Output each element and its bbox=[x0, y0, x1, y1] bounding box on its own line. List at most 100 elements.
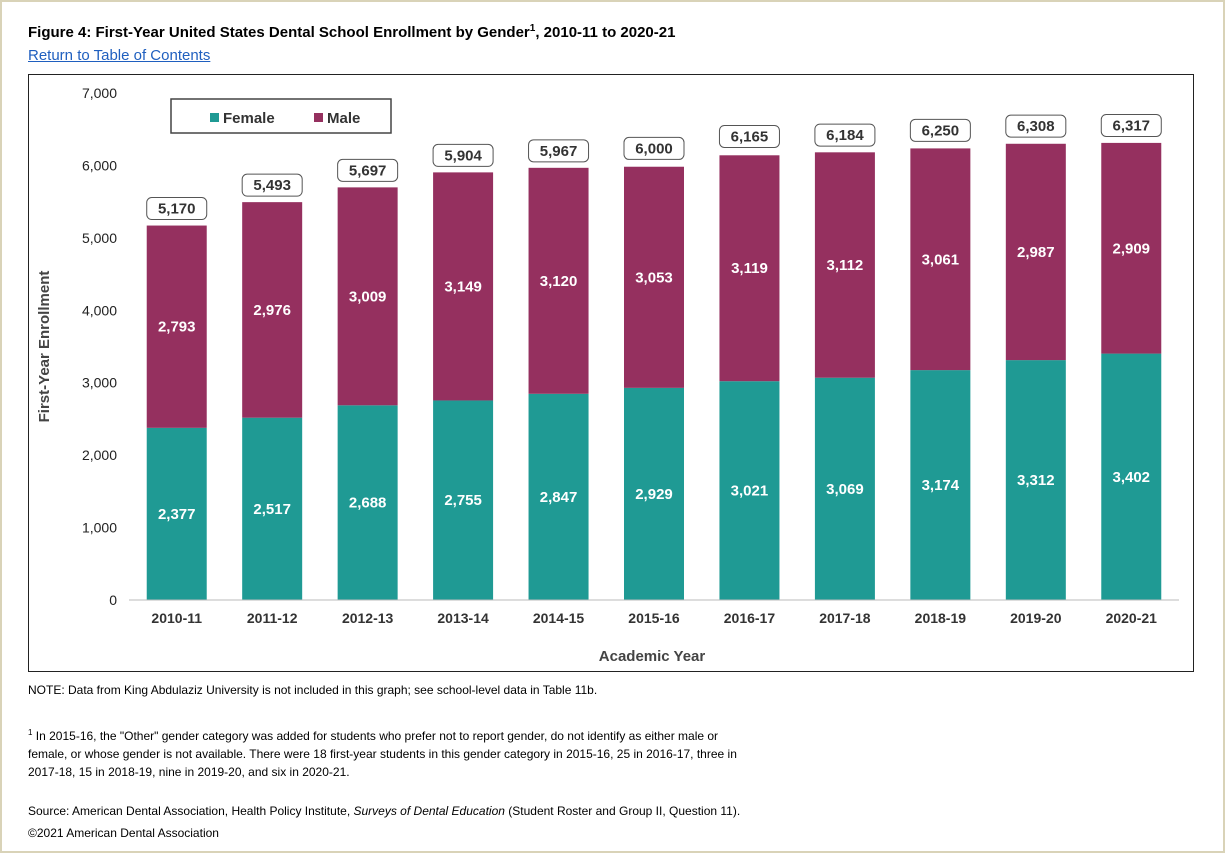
y-tick-label: 2,000 bbox=[82, 447, 117, 463]
total-label-box bbox=[909, 118, 971, 142]
y-tick-label: 7,000 bbox=[82, 85, 117, 101]
data-label-male: 2,909 bbox=[1112, 240, 1150, 257]
bar-male bbox=[337, 187, 398, 406]
data-label-female: 2,755 bbox=[444, 492, 482, 509]
y-tick-label: 3,000 bbox=[82, 375, 117, 391]
chart-frame: 0 1,000 2,000 3,000 4,000 5,000 6,000 7,000 Firs… bbox=[28, 74, 1194, 672]
y-tick-label: 5,000 bbox=[82, 230, 117, 246]
return-to-toc-link[interactable]: Return to Table of Contents bbox=[28, 47, 211, 64]
figure-title-main: Figure 4: First-Year United States Denta… bbox=[28, 24, 530, 41]
bar-male bbox=[146, 225, 207, 428]
total-label-box bbox=[1005, 114, 1067, 138]
total-label: 6,000 bbox=[635, 140, 673, 157]
total-label-box bbox=[146, 197, 208, 221]
data-label-male: 2,793 bbox=[158, 319, 196, 336]
footnote-mark: 1 bbox=[28, 728, 33, 737]
source-suffix: (Student Roster and Group II, Question 1… bbox=[504, 804, 741, 818]
x-axis-label: Academic Year bbox=[599, 648, 706, 665]
total-label-box bbox=[432, 143, 494, 167]
data-label-male: 2,976 bbox=[253, 302, 291, 319]
figure-title-tail: , 2010-11 to 2020-21 bbox=[535, 24, 676, 41]
data-label-male: 3,053 bbox=[635, 269, 673, 286]
data-note: NOTE: Data from King Abdulaziz Universit… bbox=[28, 683, 598, 697]
y-tick-label: 0 bbox=[109, 592, 117, 608]
x-tick-label: 2020-21 bbox=[1106, 610, 1158, 626]
data-label-female: 3,021 bbox=[731, 483, 769, 500]
data-label-female: 3,312 bbox=[1017, 472, 1055, 489]
data-label-male: 3,120 bbox=[540, 273, 578, 290]
legend-label-female: Female bbox=[223, 110, 275, 127]
data-label-female: 3,174 bbox=[922, 477, 960, 494]
copyright: ©2021 American Dental Association bbox=[28, 826, 219, 840]
bar-male bbox=[242, 202, 303, 418]
data-label-male: 3,112 bbox=[827, 257, 864, 274]
bar-male bbox=[814, 152, 875, 378]
total-label-box bbox=[1100, 113, 1162, 137]
total-label: 6,317 bbox=[1112, 117, 1150, 134]
footnote-text: In 2015-16, the "Other" gender category … bbox=[28, 729, 737, 779]
total-label: 6,184 bbox=[826, 127, 864, 144]
total-label: 5,697 bbox=[349, 162, 387, 179]
x-tick-label: 2011-12 bbox=[247, 610, 298, 626]
footnote: 1 In 2015-16, the "Other" gender categor… bbox=[28, 724, 748, 781]
bar-male bbox=[433, 172, 494, 401]
y-axis-label: First-Year Enrollment bbox=[36, 271, 53, 423]
total-label: 6,308 bbox=[1017, 118, 1055, 135]
total-label-box bbox=[718, 124, 780, 148]
data-label-male: 2,987 bbox=[1017, 244, 1055, 261]
x-tick-label: 2010-11 bbox=[151, 610, 202, 626]
x-tick-label: 2014-15 bbox=[533, 610, 585, 626]
data-label-male: 3,061 bbox=[922, 251, 960, 268]
bar-male bbox=[528, 167, 589, 394]
bar-male bbox=[719, 155, 780, 382]
data-label-female: 3,402 bbox=[1112, 469, 1150, 486]
data-label-female: 2,929 bbox=[635, 486, 673, 503]
x-tick-label: 2017-18 bbox=[819, 610, 871, 626]
bar-female bbox=[1005, 360, 1066, 600]
bar-male bbox=[1101, 142, 1162, 354]
figure-title-footnote-mark: 1 bbox=[529, 23, 536, 34]
source-prefix: Source: American Dental Association, Hea… bbox=[28, 804, 354, 818]
y-tick-label: 1,000 bbox=[82, 520, 117, 536]
bar-female bbox=[910, 370, 971, 600]
x-tick-label: 2013-14 bbox=[437, 610, 489, 626]
data-label-male: 3,119 bbox=[731, 260, 768, 277]
data-label-female: 2,847 bbox=[540, 489, 578, 506]
total-label-box bbox=[337, 158, 399, 182]
data-label-male: 3,009 bbox=[349, 288, 387, 305]
bar-female bbox=[242, 417, 303, 600]
data-label-female: 3,069 bbox=[826, 481, 864, 498]
legend-label-male: Male bbox=[327, 110, 360, 127]
total-label-box bbox=[814, 123, 876, 147]
source-italic: Surveys of Dental Education bbox=[353, 804, 505, 818]
bar-female bbox=[528, 393, 589, 600]
x-tick-label: 2016-17 bbox=[724, 610, 776, 626]
bar-female bbox=[719, 381, 780, 600]
total-label: 5,170 bbox=[158, 201, 196, 218]
x-tick-label: 2019-20 bbox=[1010, 610, 1062, 626]
bar-female bbox=[1101, 353, 1162, 600]
x-tick-label: 2012-13 bbox=[342, 610, 394, 626]
data-label-male: 3,149 bbox=[444, 278, 482, 295]
source-line: Source: American Dental Association, Hea… bbox=[28, 804, 740, 818]
bar-male bbox=[624, 166, 684, 388]
total-label: 5,967 bbox=[540, 143, 578, 160]
bar-male bbox=[910, 148, 971, 371]
data-label-female: 2,688 bbox=[349, 495, 387, 512]
total-label: 6,250 bbox=[922, 122, 960, 139]
bar-female bbox=[433, 400, 494, 600]
total-label: 6,165 bbox=[731, 128, 769, 145]
total-label-box bbox=[623, 136, 685, 160]
bar-female bbox=[624, 387, 684, 600]
legend-box bbox=[170, 98, 392, 134]
bar-female bbox=[814, 377, 875, 600]
data-label-female: 2,377 bbox=[158, 506, 196, 523]
legend-swatch-male bbox=[314, 113, 323, 122]
x-tick-label: 2018-19 bbox=[915, 610, 967, 626]
total-label: 5,904 bbox=[444, 147, 482, 164]
bar-male bbox=[1005, 143, 1066, 361]
total-label-box bbox=[241, 173, 303, 197]
enrollment-chart: 0 1,000 2,000 3,000 4,000 5,000 6,000 7,000 Firs… bbox=[36, 85, 1179, 665]
y-tick-label: 4,000 bbox=[82, 302, 117, 318]
